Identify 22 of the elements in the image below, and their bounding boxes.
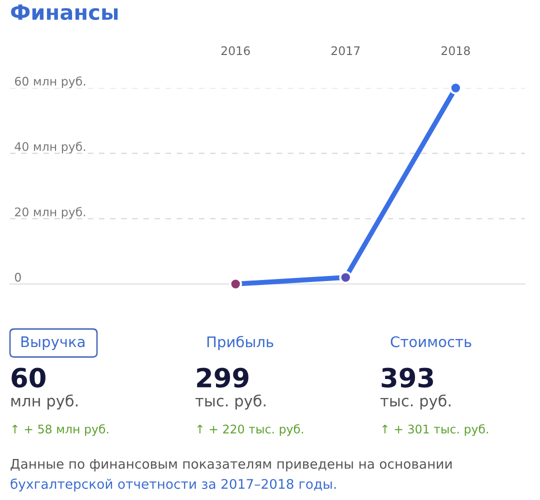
text: тыс. руб.: [380, 394, 450, 410]
text: 299: [197, 368, 248, 388]
text: Стоимость: [390, 336, 472, 348]
text: 60: [12, 368, 46, 388]
text: ↑ + 301 тыс. руб.: [382, 424, 488, 436]
text: ↑ + 220 тыс. руб.: [197, 424, 304, 436]
y-tick-label: 40 млн руб.: [14, 142, 86, 154]
text: ↑ + 58 млн руб.: [12, 424, 108, 436]
text: Прибыль: [207, 336, 274, 350]
text: тыс. руб.: [195, 394, 266, 410]
text: бухгалтерской отчетности за 2017–2018 годы.: [10, 478, 336, 492]
x-tick-label: 2016: [221, 46, 250, 56]
y-tick-label: 20 млн руб.: [15, 207, 86, 219]
x-tick-label: 2017: [331, 46, 360, 56]
text: Выручка: [21, 336, 84, 350]
text: млн руб.: [11, 394, 78, 410]
y-tick-label: 0: [14, 272, 21, 282]
chart-title: Финансы: [11, 4, 118, 20]
text: Данные по финансовым показателям приведены на основании: [10, 459, 452, 472]
text: 393: [382, 368, 433, 388]
x-tick-label: 2018: [442, 46, 470, 56]
y-tick-label: 60 млн руб.: [14, 76, 86, 88]
